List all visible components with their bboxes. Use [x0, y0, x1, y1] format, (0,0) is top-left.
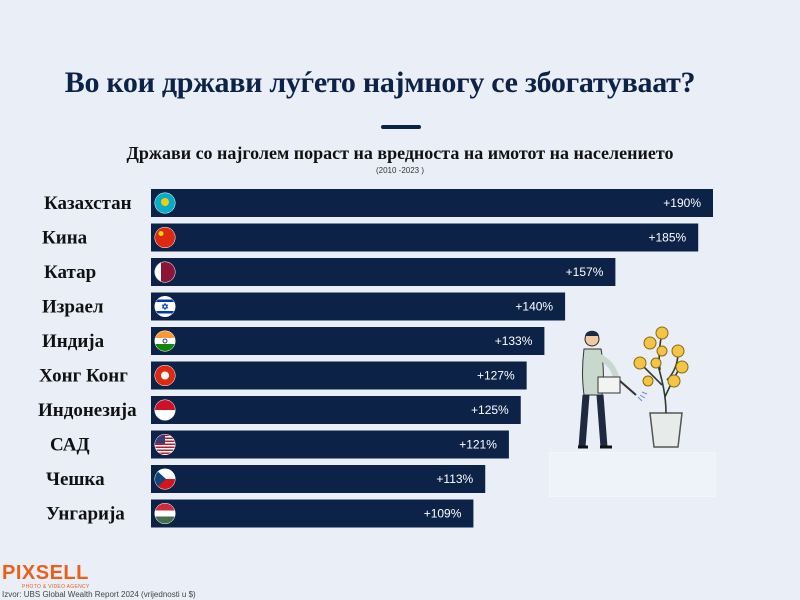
category-label: Хонг Конг — [39, 366, 128, 387]
usa-flag-icon — [154, 434, 176, 455]
bar-row: Израел +140% — [42, 292, 566, 321]
page-title: Во кои држави луѓето најмногу се збогату… — [64, 66, 696, 99]
category-label: Кина — [42, 228, 88, 249]
czechia-flag-icon — [154, 468, 176, 490]
bar-row: Индонезија +125% — [38, 396, 521, 424]
category-label: Индонезија — [38, 400, 137, 421]
bar-row: Чешка +113% — [46, 465, 486, 493]
bar — [151, 292, 566, 321]
value-label: +121% — [459, 438, 497, 452]
bar — [151, 189, 713, 217]
category-label: Чешка — [46, 469, 105, 490]
indonesia-flag-icon — [154, 399, 176, 421]
bar — [151, 499, 474, 528]
logo-tagline: PHOTO & VIDEO AGENCY — [22, 584, 90, 590]
chart-subtitle: Држави со најголем пораст на вредноста н… — [126, 143, 674, 163]
qatar-flag-icon — [154, 261, 176, 283]
man-watering-money-tree-icon — [578, 326, 689, 449]
empty-panel — [549, 452, 716, 497]
bar-row: Казахстан +190% — [44, 189, 713, 217]
period-label: (2010 -2023 ) — [375, 166, 425, 175]
value-label: +113% — [436, 472, 473, 486]
israel-flag-icon — [154, 296, 176, 317]
bar-row: Кина +185% — [42, 223, 699, 252]
bar-row: Катар +157% — [44, 258, 616, 286]
pixsell-logo: PIXSELL — [2, 562, 89, 584]
category-label: Казахстан — [44, 193, 132, 214]
bar — [151, 223, 699, 252]
value-label: +109% — [424, 507, 462, 521]
kazakhstan-flag-icon — [154, 192, 176, 214]
bar — [151, 258, 616, 286]
bar-row: САД +121% — [50, 430, 509, 459]
value-label: +157% — [566, 265, 604, 279]
china-flag-icon — [154, 227, 176, 248]
value-label: +133% — [495, 334, 533, 348]
bar — [151, 361, 527, 390]
category-label: САД — [50, 435, 90, 456]
category-label: Индија — [42, 331, 105, 352]
bar — [151, 465, 486, 493]
india-flag-icon — [154, 330, 176, 352]
bar-row: Унгарија +109% — [46, 499, 474, 528]
bar — [151, 396, 521, 424]
category-label: Катар — [44, 262, 96, 283]
category-label: Унгарија — [46, 504, 125, 525]
bar-row: Индија +133% — [42, 327, 545, 355]
category-label: Израел — [42, 297, 104, 318]
bar — [151, 327, 545, 355]
value-label: +125% — [471, 403, 509, 417]
hungary-flag-icon — [154, 503, 176, 524]
source-note: Izvor: UBS Global Wealth Report 2024 (vr… — [2, 590, 196, 599]
hong-kong-flag-icon — [154, 365, 176, 386]
value-label: +185% — [649, 231, 687, 245]
bar — [151, 430, 509, 459]
title-divider — [381, 125, 421, 129]
bar-row: Хонг Конг +127% — [39, 361, 527, 390]
value-label: +190% — [663, 196, 701, 210]
value-label: +140% — [515, 300, 553, 314]
value-label: +127% — [477, 369, 515, 383]
